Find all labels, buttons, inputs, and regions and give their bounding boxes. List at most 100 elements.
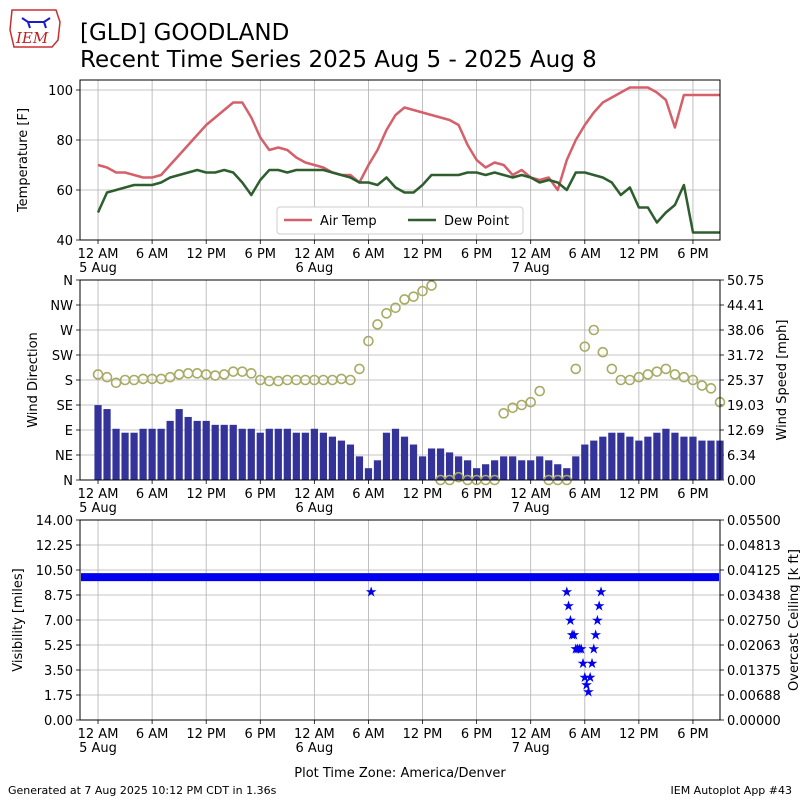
ceiling-tick-label: 0.04813 xyxy=(727,539,781,554)
x-tick-label: 6 AM xyxy=(352,247,385,262)
wind-speed-bar xyxy=(662,428,670,480)
x-tick-label: 12 AM xyxy=(294,727,335,742)
wind-speed-bar xyxy=(418,456,427,480)
wind-speed-bar xyxy=(112,428,120,480)
wind-direction-point xyxy=(92,369,104,380)
plot-frame xyxy=(79,279,721,481)
wind-direction-point xyxy=(381,308,392,319)
visibility-point: ★ xyxy=(560,584,573,600)
visibility-point: ★ xyxy=(582,684,595,700)
wind-speed-bar xyxy=(527,460,535,480)
ceiling-tick-label: 0.01375 xyxy=(727,664,781,679)
wind-speed-bar xyxy=(464,460,472,480)
ceiling-tick-label: 0.00000 xyxy=(727,714,781,729)
dir-tick-label: NW xyxy=(50,299,73,314)
wind-speed-bar xyxy=(139,428,147,480)
x-tick-label: 6 PM xyxy=(461,487,492,502)
x-tick-label: 12 PM xyxy=(403,727,443,742)
wind-direction-point xyxy=(516,399,527,411)
wind-direction-point xyxy=(399,294,410,305)
wind-speed-bar xyxy=(554,464,562,480)
wind-direction-point xyxy=(588,324,600,336)
dir-tick-label: N xyxy=(63,474,73,489)
wind-speed-bar xyxy=(491,460,499,480)
y-tick-label: 3.50 xyxy=(44,664,73,679)
wind-speed-bar xyxy=(373,460,382,480)
wind-direction-point xyxy=(173,369,185,380)
wind-direction-point xyxy=(525,396,537,408)
wind-speed-bar xyxy=(328,436,336,480)
wind-speed-bar xyxy=(247,428,255,480)
wind-direction-point xyxy=(354,363,365,375)
ceiling-tick-label: 0.02063 xyxy=(727,639,781,654)
dir-tick-label: S xyxy=(65,374,73,389)
wind-speed-bar xyxy=(94,405,102,480)
x-tick-label: 6 PM xyxy=(677,727,708,742)
wind-speed-bar xyxy=(292,432,300,480)
wind-direction-point xyxy=(236,366,248,377)
y-tick-label: 14.00 xyxy=(36,514,73,529)
legend-box xyxy=(276,206,524,235)
x-tick-label: 12 AM xyxy=(510,247,551,262)
wind-direction-point xyxy=(408,291,419,302)
wind-direction-point xyxy=(606,363,618,375)
x-tick-date: 5 Aug xyxy=(79,261,117,276)
ceiling-tick-label: 0.05500 xyxy=(727,514,781,529)
speed-tick-label: 6.34 xyxy=(727,449,756,464)
wind-speed-bar xyxy=(391,428,400,480)
y-tick-label: 12.25 xyxy=(36,539,73,554)
wind-speed-bar xyxy=(635,440,643,480)
visibility-point: ★ xyxy=(562,599,575,615)
y2-axis-label: Overcast Ceiling [k ft] xyxy=(787,549,800,691)
wind-direction-point xyxy=(498,408,509,419)
x-tick-label: 12 AM xyxy=(510,727,551,742)
air-temp-line xyxy=(97,86,720,192)
wind-speed-bar xyxy=(319,432,327,480)
visibility-point: ★ xyxy=(575,642,588,658)
x-tick-label: 6 AM xyxy=(136,727,169,742)
wind-direction-point xyxy=(417,285,428,297)
y-tick-label: 80 xyxy=(56,134,73,149)
wind-direction-point xyxy=(570,363,582,375)
wind-speed-bar xyxy=(193,420,201,480)
x-tick-label: 12 AM xyxy=(510,487,551,502)
wind-speed-bar xyxy=(608,432,616,480)
wind-direction-point xyxy=(263,375,275,387)
legend: Air Temp Dew Point xyxy=(276,206,524,235)
y2-axis-label: Wind Speed [mph] xyxy=(775,320,790,441)
wind-speed-bar xyxy=(545,460,553,480)
wind-speed-bar xyxy=(265,428,273,480)
y-tick-label: 7.00 xyxy=(44,614,73,629)
wind-direction-point xyxy=(372,319,383,330)
ceiling-tick-label: 0.02750 xyxy=(727,614,781,629)
visibility-point: ★ xyxy=(586,656,599,672)
wind-speed-bar xyxy=(671,432,679,480)
visibility-panel: 0.00 1.75 3.50 5.25 7.00 8.75 10.50 12.25 14.00 0… xyxy=(11,514,800,756)
dir-tick-label: E xyxy=(65,424,73,439)
dir-tick-label: N xyxy=(63,274,73,289)
wind-direction-point xyxy=(209,370,221,381)
chart-title: [GLD] GOODLAND xyxy=(80,20,289,46)
ceiling-tick-label: 0.04125 xyxy=(727,564,781,579)
wind-speed-bar xyxy=(229,424,237,480)
wind-speed-bar xyxy=(445,452,454,480)
wind-direction-point xyxy=(624,374,636,386)
visibility-point: ★ xyxy=(589,627,602,643)
wind-direction-point xyxy=(660,363,672,375)
speed-tick-label: 44.41 xyxy=(727,299,764,314)
x-tick-date: 6 Aug xyxy=(295,501,333,516)
wind-direction-point xyxy=(705,383,717,394)
x-tick-label: 12 PM xyxy=(619,247,659,262)
dir-tick-label: SE xyxy=(57,399,73,414)
wind-speed-bar xyxy=(256,432,264,480)
x-tick-label: 12 PM xyxy=(619,727,659,742)
wind-direction-point xyxy=(678,371,690,383)
x-tick-label: 6 PM xyxy=(461,247,492,262)
dir-tick-label: W xyxy=(60,324,73,339)
x-tick-date: 5 Aug xyxy=(79,741,117,756)
y-tick-label: 8.75 xyxy=(44,589,73,604)
wind-direction-point xyxy=(534,385,546,397)
wind-panel: N NE E SE S SW W NW N 0.00 6.34 12.69 19.03 25.37 31.7… xyxy=(26,274,790,516)
wind-direction-point xyxy=(696,380,708,391)
